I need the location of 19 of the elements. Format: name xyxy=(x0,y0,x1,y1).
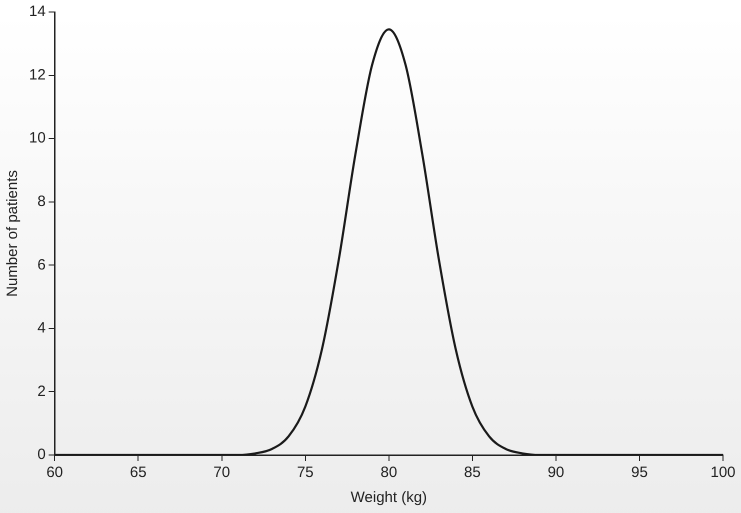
y-tick-label: 8 xyxy=(37,193,46,210)
x-axis-title: Weight (kg) xyxy=(350,489,428,506)
y-tick-label: 14 xyxy=(28,3,46,20)
y-tick-label: 0 xyxy=(37,446,46,464)
x-tick-label: 75 xyxy=(296,464,314,482)
x-tick-label: 100 xyxy=(710,464,736,482)
x-tick-label: 60 xyxy=(46,464,64,482)
y-tick-label: 4 xyxy=(37,320,46,337)
y-tick-label: 10 xyxy=(28,130,46,147)
x-tick-label: 95 xyxy=(631,464,648,482)
y-tick-label: 12 xyxy=(28,66,46,84)
x-tick-label: 70 xyxy=(213,464,230,482)
y-tick-label: 2 xyxy=(37,382,46,400)
y-axis-title: Number of patients xyxy=(4,170,22,297)
y-tick-label: 6 xyxy=(37,256,46,274)
x-tick-label: 85 xyxy=(464,464,481,482)
x-tick-label: 80 xyxy=(380,464,398,482)
x-tick-label: 65 xyxy=(130,464,147,482)
x-tick-label: 90 xyxy=(548,464,564,482)
